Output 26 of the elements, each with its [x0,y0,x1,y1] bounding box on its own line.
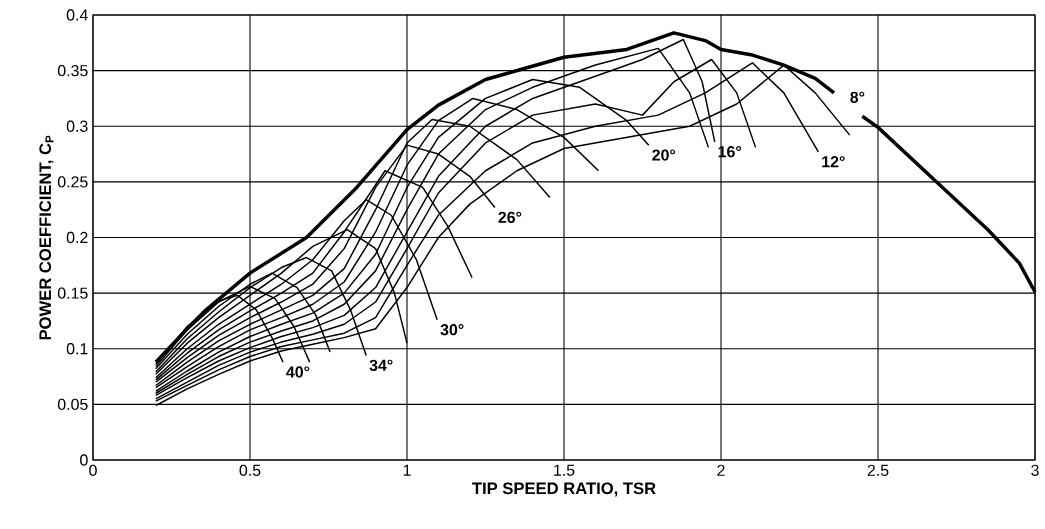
series-label: 20° [652,149,676,161]
x-tick-label: 1.5 [554,464,575,476]
y-tick-label: 0.2 [66,231,88,244]
y-axis-title: POWER COEFFICIENT, C$_{P}$ [39,135,54,340]
y-tick-label: 0.3 [66,120,88,132]
series-label: 40° [286,366,310,378]
y-tick-label: 0.05 [57,398,88,411]
y-tick-label: 0.15 [57,287,88,299]
series-label: 16° [718,146,742,158]
y-tick-label: 0.1 [66,343,88,355]
series-label: 30° [440,324,464,336]
series-label: 34° [369,359,393,371]
x-tick-label: 2.5 [867,464,889,476]
x-tick-label: 3 [1031,464,1039,476]
y-tick-label: 0.35 [57,64,88,77]
x-tick-label: 1 [403,464,411,476]
x-tick-label: 0.5 [239,464,261,476]
x-tick-label: 2 [717,464,725,476]
series-label: 26° [498,211,522,223]
y-tick-label: 0 [80,454,88,466]
y-tick-label: 0.4 [66,9,88,21]
series-label: 12° [822,156,845,168]
series-label: 8° [850,91,865,103]
x-tick-label: 0 [89,464,97,476]
x-axis-title: TIP SPEED RATIO, TSR [472,482,656,497]
y-tick-label: 0.25 [57,176,88,188]
